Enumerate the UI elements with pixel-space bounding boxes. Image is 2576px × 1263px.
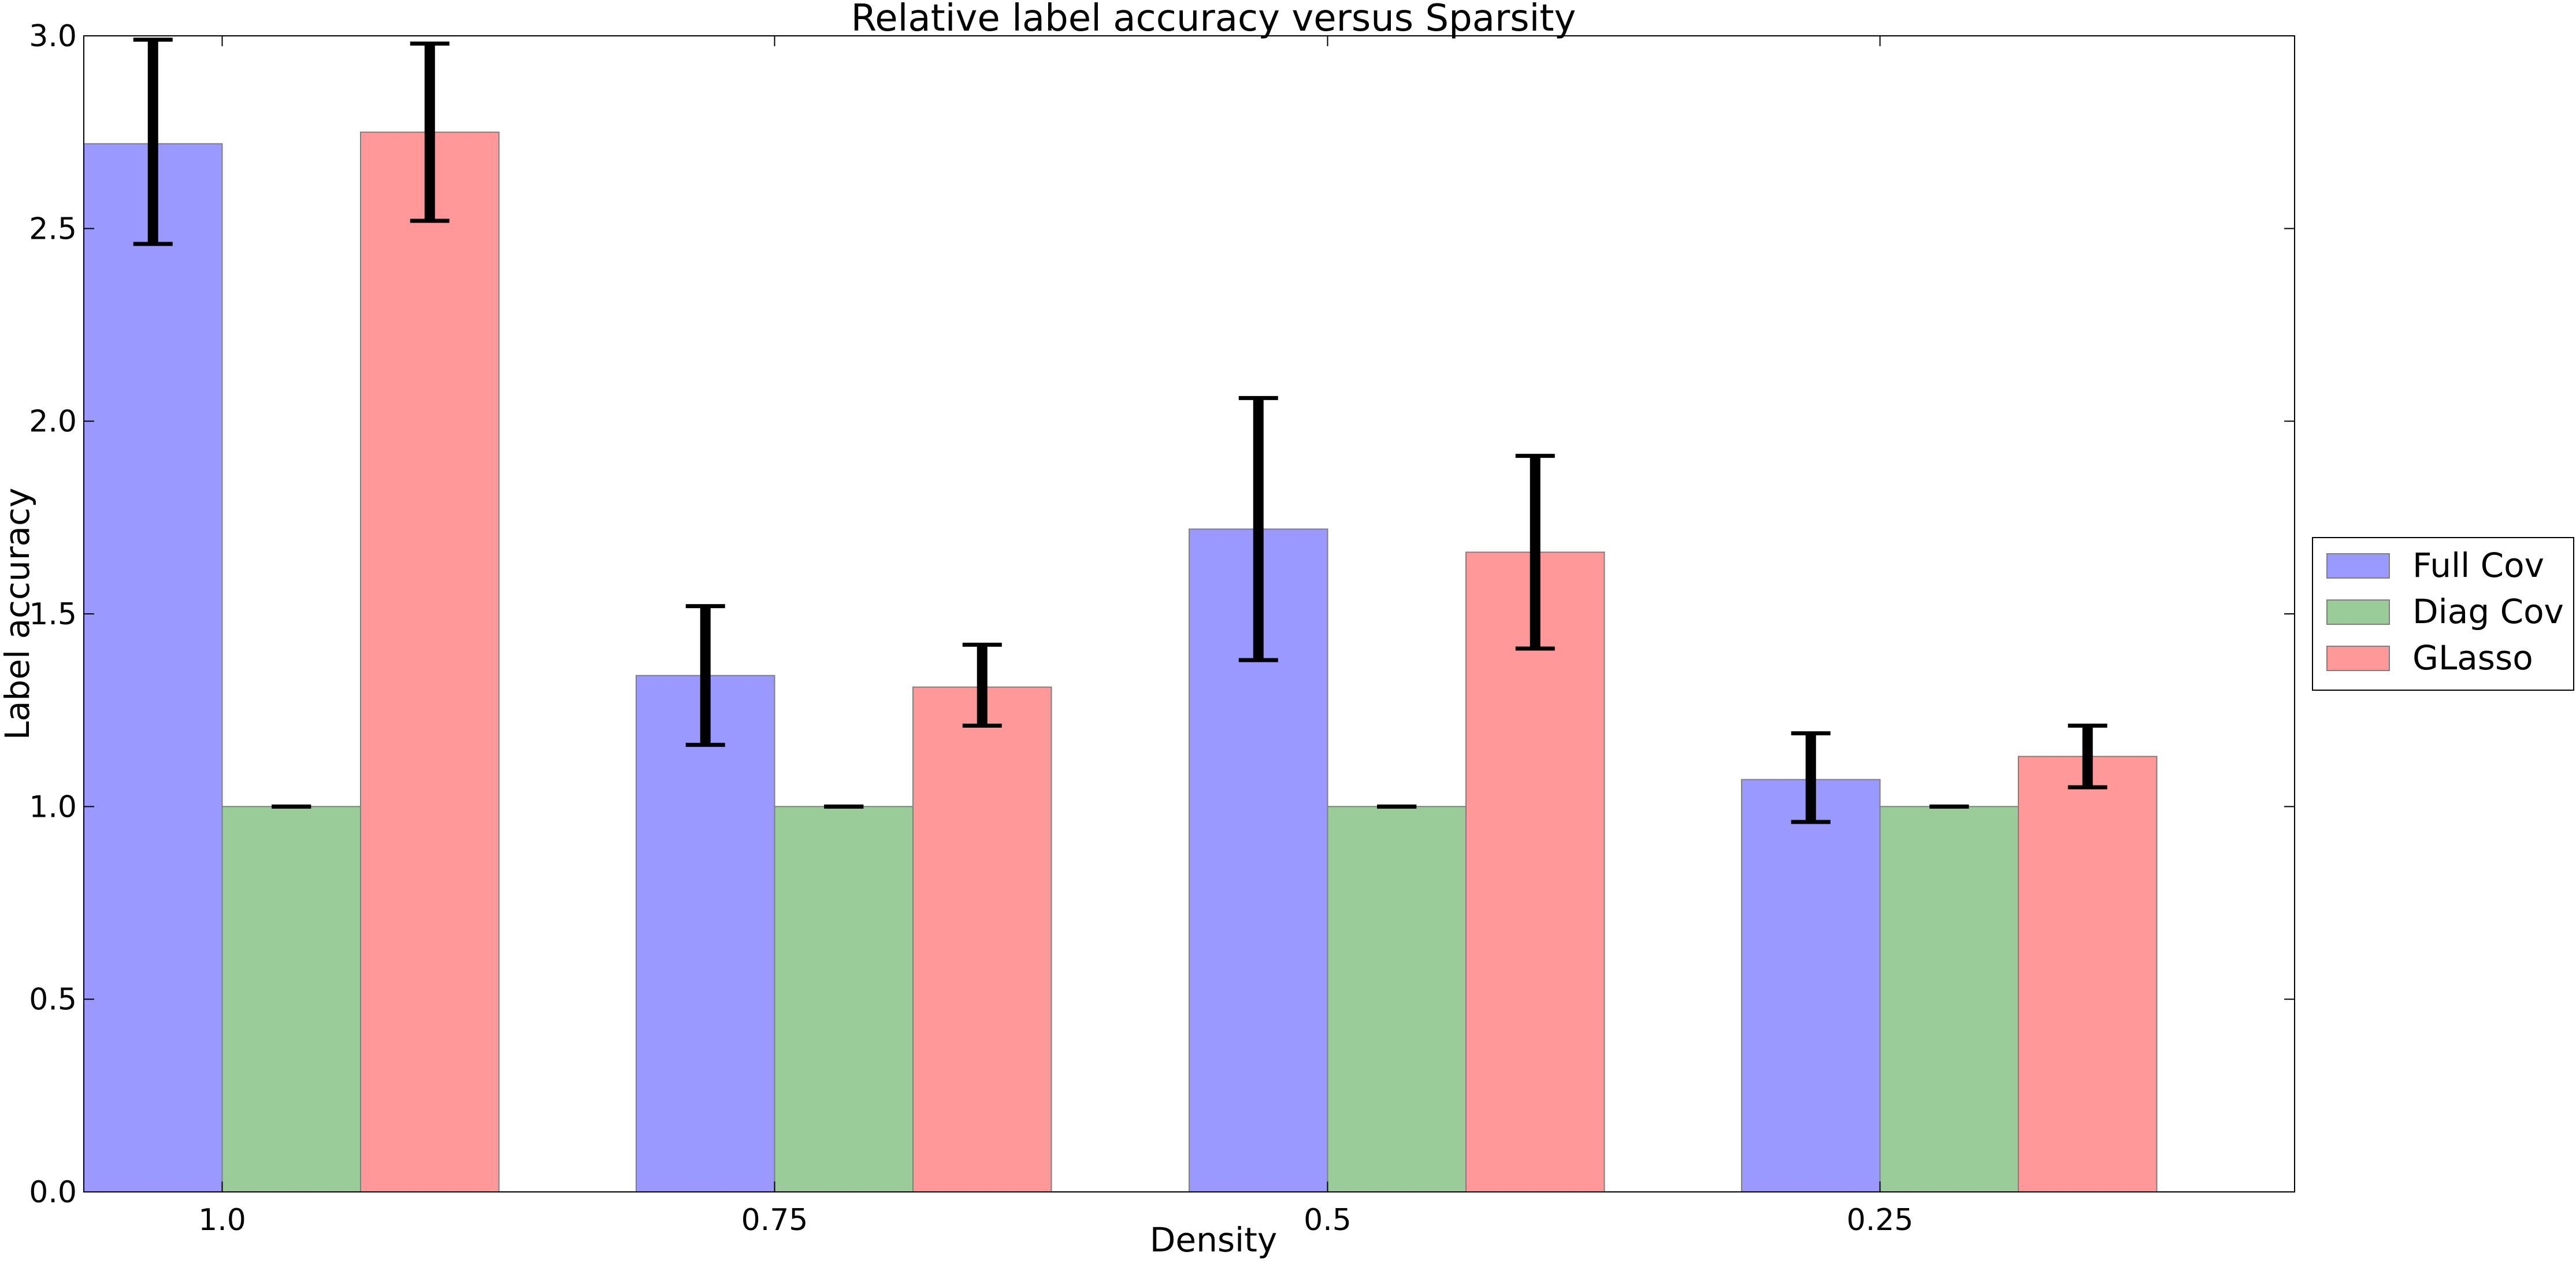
- bar-glasso-0: [360, 131, 500, 1193]
- y-tick-label-5: 2.5: [29, 212, 77, 246]
- y-tick-label-0: 0.0: [29, 1175, 77, 1210]
- bar-glasso-2: [1465, 551, 1605, 1192]
- bar-glasso-3: [2018, 755, 2158, 1192]
- x-axis-title: Density: [1150, 1220, 1278, 1260]
- x-tick-label-3: 0.25: [1847, 1203, 1914, 1238]
- chart-title: Relative label accuracy versus Sparsity: [851, 0, 1576, 40]
- bar-full-cov-0: [83, 143, 223, 1193]
- legend-swatch-full-cov: [2326, 553, 2390, 579]
- x-tick-label-2: 0.5: [1304, 1203, 1352, 1238]
- y-tick-label-4: 2.0: [29, 405, 77, 439]
- bar-diag-cov-0: [221, 806, 361, 1193]
- x-tick-label-1: 0.75: [741, 1203, 808, 1238]
- legend-swatch-glasso: [2326, 646, 2390, 671]
- bar-glasso-1: [912, 686, 1052, 1192]
- bar-full-cov-3: [1741, 779, 1881, 1192]
- bar-diag-cov-3: [1879, 806, 2019, 1193]
- axes-layer: 0.0 0.5 1.0 1.5 2.0 2.5 3.0 1.0 0.75 0.5 0.25: [29, 19, 2295, 1238]
- y-tick-label-1: 0.5: [29, 983, 77, 1017]
- legend-swatch-diag-cov: [2326, 599, 2390, 625]
- y-axis-title: Label accuracy: [0, 488, 37, 740]
- bars-layer: [83, 131, 2158, 1193]
- bar-diag-cov-2: [1327, 806, 1467, 1193]
- legend: Full Cov Diag Cov GLasso: [2312, 537, 2574, 691]
- legend-label-diag-cov: Diag Cov: [2412, 592, 2564, 631]
- y-tick-label-3: 1.5: [29, 597, 77, 632]
- y-tick-label-2: 1.0: [29, 790, 77, 824]
- legend-label-glasso: GLasso: [2412, 638, 2533, 677]
- y-tick-label-6: 3.0: [29, 19, 77, 54]
- bar-full-cov-1: [636, 675, 775, 1192]
- x-tick-label-0: 1.0: [198, 1203, 246, 1238]
- bar-diag-cov-1: [774, 806, 914, 1193]
- error-bars-layer: [133, 38, 2107, 824]
- legend-label-full-cov: Full Cov: [2412, 546, 2544, 585]
